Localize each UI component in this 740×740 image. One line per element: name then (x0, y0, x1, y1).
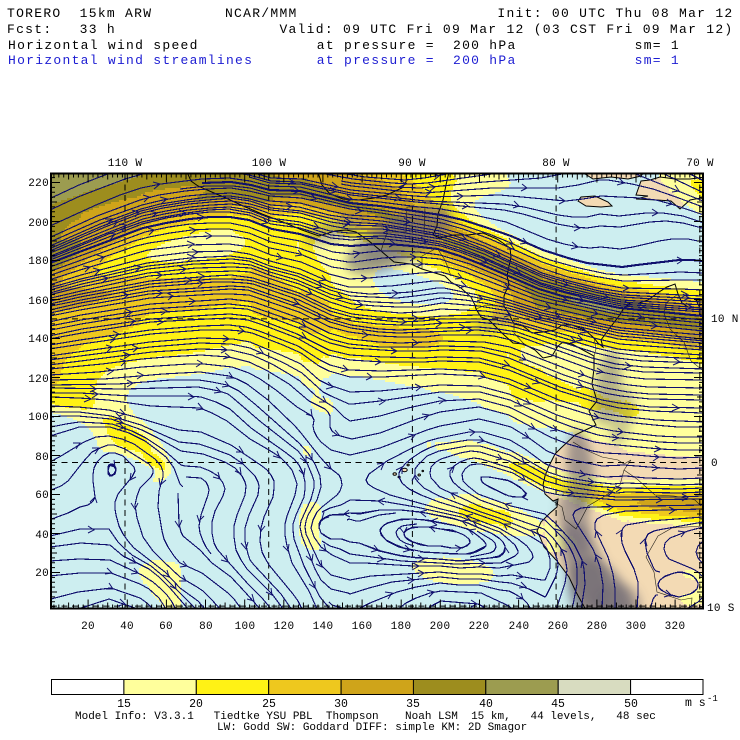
svg-text:40: 40 (479, 698, 493, 711)
svg-text:280: 280 (587, 621, 608, 633)
svg-text:20: 20 (35, 568, 49, 580)
svg-text:Horizontal wind speed: Horizontal wind speed at pressure = 200 … (8, 38, 680, 53)
svg-text:90 W: 90 W (398, 158, 426, 170)
svg-text:20: 20 (81, 621, 95, 633)
svg-text:240: 240 (509, 621, 530, 633)
svg-text:10 N: 10 N (711, 314, 739, 326)
svg-text:220: 220 (28, 178, 49, 190)
svg-text:180: 180 (391, 621, 412, 633)
svg-text:100: 100 (235, 621, 256, 633)
svg-text:60: 60 (35, 490, 49, 502)
svg-text:Fcst: 33 h: Fcst: 33 h Valid: 09 UTC Fri 09 Mar 12 (… (7, 22, 734, 37)
svg-text:25: 25 (262, 698, 276, 711)
svg-text:LW: Godd SW: Goddard DIFF: sim: LW: Godd SW: Goddard DIFF: simple KM: 2D… (217, 722, 527, 734)
svg-text:-1: -1 (707, 694, 718, 704)
svg-text:200: 200 (430, 621, 451, 633)
svg-text:260: 260 (548, 621, 569, 633)
svg-text:45: 45 (551, 698, 565, 711)
svg-text:TORERO 15km ARW NCAR/M: TORERO 15km ARW NCAR/MMM Init: 00 UTC Th… (7, 6, 734, 21)
svg-text:40: 40 (35, 530, 49, 542)
svg-text:15: 15 (117, 698, 131, 711)
svg-text:80: 80 (199, 621, 213, 633)
svg-text:80 W: 80 W (542, 158, 570, 170)
svg-text:30: 30 (334, 698, 348, 711)
svg-text:0: 0 (711, 458, 718, 470)
svg-text:m s: m s (685, 697, 706, 710)
svg-text:160: 160 (352, 621, 373, 633)
svg-text:220: 220 (469, 621, 490, 633)
svg-text:50: 50 (624, 698, 638, 711)
svg-text:120: 120 (274, 621, 295, 633)
svg-text:20: 20 (189, 698, 203, 711)
svg-text:160: 160 (28, 296, 49, 308)
svg-text:Model Info: V3.3.1 Tiedtke Y: Model Info: V3.3.1 Tiedtke YSU PBL Thomp… (75, 711, 656, 723)
svg-text:80: 80 (35, 452, 49, 464)
svg-text:Horizontal wind streamlines: Horizontal wind streamlines at pressure … (8, 53, 680, 68)
svg-text:320: 320 (665, 621, 686, 633)
svg-text:40: 40 (120, 621, 134, 633)
svg-text:35: 35 (406, 698, 420, 711)
svg-text:120: 120 (28, 374, 49, 386)
svg-text:140: 140 (28, 334, 49, 346)
svg-text:100: 100 (28, 412, 49, 424)
svg-text:100 W: 100 W (252, 158, 287, 170)
svg-text:180: 180 (28, 256, 49, 268)
svg-text:70 W: 70 W (686, 158, 714, 170)
svg-text:110 W: 110 W (108, 158, 143, 170)
svg-text:200: 200 (28, 218, 49, 230)
svg-text:300: 300 (626, 621, 647, 633)
svg-text:140: 140 (313, 621, 334, 633)
svg-text:60: 60 (159, 621, 173, 633)
svg-text:10 S: 10 S (707, 603, 735, 615)
